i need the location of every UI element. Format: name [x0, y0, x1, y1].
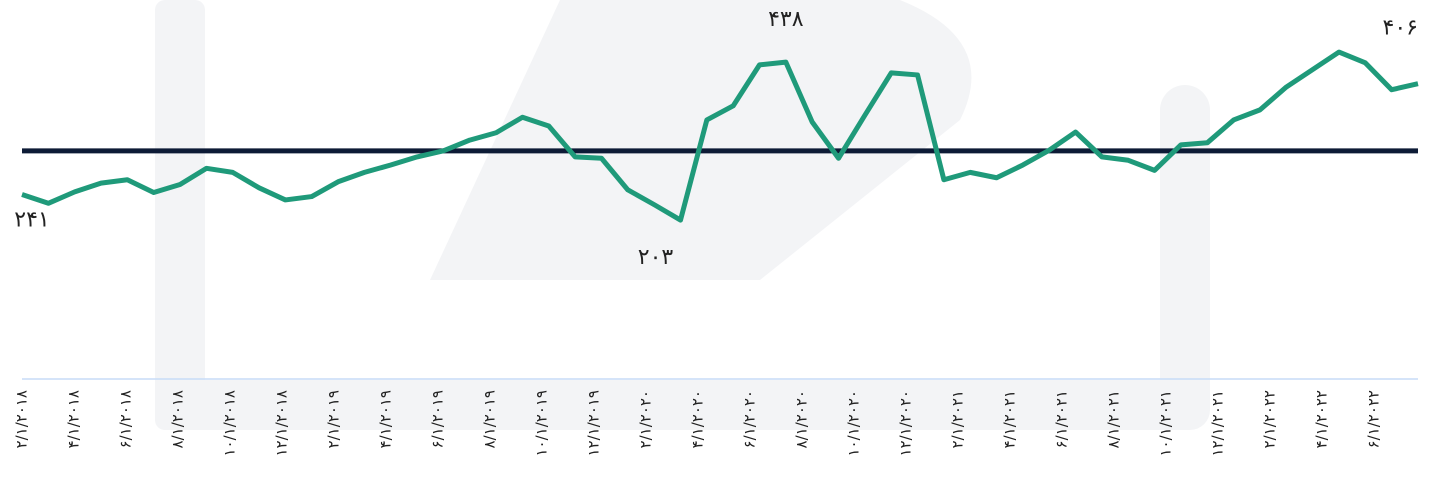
x-tick-label: ۸/۱/۲۰۲۰: [793, 390, 811, 448]
x-tick-label: ۲/۱/۲۰۱۸: [13, 390, 31, 448]
annotation: ۲۰۳: [638, 245, 674, 270]
x-tick-label: ۶/۱/۲۰۲۰: [741, 390, 759, 448]
x-tick-label: ۸/۱/۲۰۲۱: [1105, 390, 1123, 448]
x-tick-label: ۶/۱/۲۰۲۲: [1365, 390, 1383, 448]
x-tick-label: ۲/۱/۲۰۲۲: [1261, 390, 1279, 448]
x-tick-label: ۶/۱/۲۰۲۱: [1053, 390, 1071, 448]
x-tick-label: ۱۰/۱/۲۰۱۸: [221, 390, 239, 457]
x-tick-label: ۱۲/۱/۲۰۱۹: [585, 390, 603, 457]
x-tick-label: ۴/۱/۲۰۲۱: [1001, 390, 1019, 448]
x-tick-label: ۱۰/۱/۲۰۱۹: [533, 390, 551, 457]
x-tick-label: ۶/۱/۲۰۱۹: [429, 390, 447, 448]
x-tick-label: ۲/۱/۲۰۲۰: [637, 390, 655, 448]
annotation: ۲۴۱: [14, 208, 49, 233]
annotation: ۴۳۸: [768, 7, 804, 32]
x-tick-label: ۲/۱/۲۰۲۱: [949, 390, 967, 448]
x-tick-label: ۲/۱/۲۰۱۹: [325, 390, 343, 448]
x-tick-label: ۴/۱/۲۰۱۸: [65, 390, 83, 448]
x-tick-label: ۱۲/۱/۲۰۲۱: [1209, 390, 1227, 457]
x-tick-label: ۸/۱/۲۰۱۹: [481, 390, 499, 448]
x-tick-label: ۸/۱/۲۰۱۸: [169, 390, 187, 448]
x-tick-label: ۶/۱/۲۰۱۸: [117, 390, 135, 448]
annotation: ۴۰۶: [1383, 16, 1418, 41]
x-tick-label: ۱۰/۱/۲۰۲۰: [845, 390, 863, 457]
data-line: [21, 49, 1419, 223]
x-tick-label: ۱۲/۱/۲۰۱۸: [273, 390, 291, 457]
x-tick-label: ۴/۱/۲۰۲۰: [689, 390, 707, 448]
x-tick-label: ۱۲/۱/۲۰۲۰: [897, 390, 915, 457]
x-tick-label: ۴/۱/۲۰۱۹: [377, 390, 395, 448]
x-tick-label: ۱۰/۱/۲۰۲۱: [1157, 390, 1175, 457]
x-tick-label: ۴/۱/۲۰۲۲: [1313, 390, 1331, 448]
